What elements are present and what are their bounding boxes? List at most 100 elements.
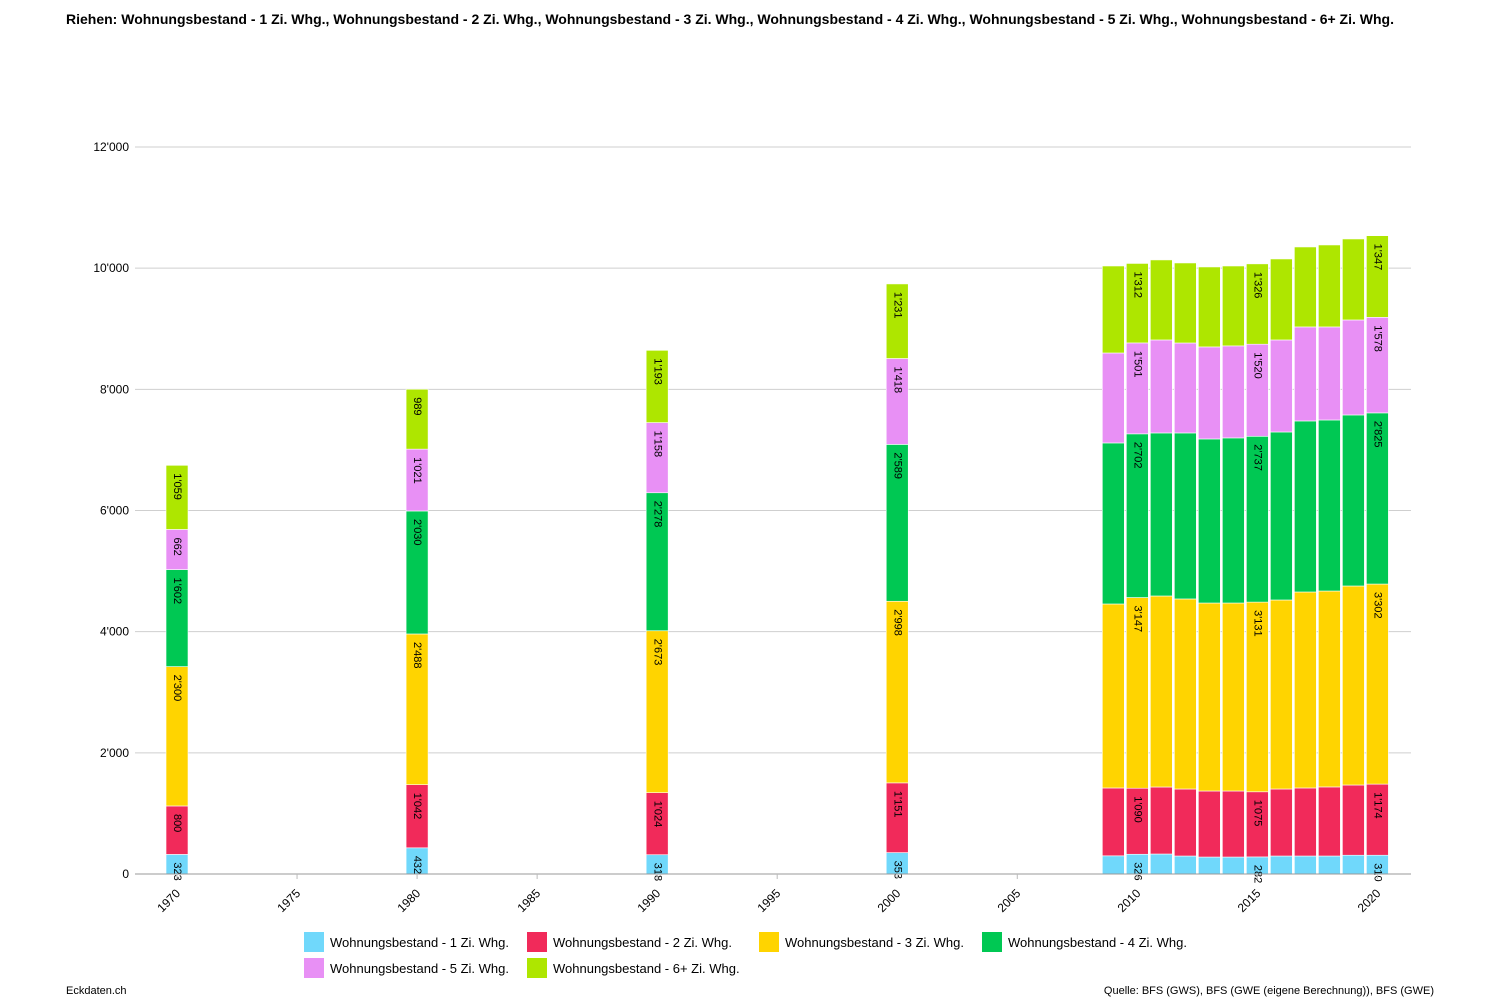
bar-segment	[1150, 595, 1173, 788]
bar-segment	[165, 465, 189, 530]
legend-label: Wohnungsbestand - 1 Zi. Whg.	[330, 934, 509, 950]
legend-item[interactable]: Wohnungsbestand - 5 Zi. Whg.	[304, 958, 509, 978]
bar-segment	[1174, 788, 1197, 857]
bar-segment	[1102, 352, 1125, 444]
bar-segment	[645, 350, 669, 423]
data-label: 1'059	[171, 473, 183, 500]
x-tick-label: 2020	[1355, 886, 1384, 915]
bar-segment	[1318, 855, 1341, 875]
bar-segment	[1270, 599, 1293, 790]
bar-segment	[1150, 259, 1173, 341]
data-label: 3'131	[1251, 610, 1263, 637]
y-tick-label: 6'000	[100, 504, 129, 518]
bar-segment	[1102, 855, 1125, 875]
bar-segment	[1294, 787, 1317, 857]
bar-segment	[1150, 786, 1173, 855]
data-label: 2'278	[651, 501, 663, 528]
bar-segment	[1222, 345, 1245, 439]
data-label: 1'578	[1371, 325, 1383, 352]
bar-segment	[1318, 244, 1341, 328]
data-label: 1'174	[1371, 792, 1383, 819]
bar-segment	[1150, 432, 1173, 597]
bar-segment	[1222, 602, 1245, 792]
x-tick-label: 1990	[635, 886, 664, 915]
legend-swatch	[759, 932, 779, 952]
bar-segment	[1222, 790, 1245, 858]
legend-item[interactable]: Wohnungsbestand - 6+ Zi. Whg.	[527, 958, 740, 978]
legend-label: Wohnungsbestand - 3 Zi. Whg.	[785, 934, 964, 950]
bar-segment	[1150, 853, 1173, 875]
data-label: 1'231	[891, 292, 903, 319]
data-label: 989	[411, 397, 423, 415]
data-label: 1'347	[1371, 244, 1383, 271]
data-label: 2'300	[171, 675, 183, 702]
bar-segment	[1270, 258, 1293, 341]
x-tick-label: 2005	[995, 886, 1024, 915]
data-label: 1'520	[1251, 352, 1263, 379]
y-tick-label: 4'000	[100, 625, 129, 639]
bar-segment	[1198, 856, 1221, 875]
data-label: 1'602	[171, 578, 183, 605]
bar-segment	[1174, 342, 1197, 434]
bar-segment	[1198, 266, 1221, 348]
bar-segment	[1270, 788, 1293, 857]
bar-segment	[1102, 603, 1125, 789]
bar-segment	[1342, 854, 1365, 875]
data-label: 1'501	[1131, 351, 1143, 378]
legend-swatch	[304, 958, 324, 978]
data-label: 1'075	[1251, 800, 1263, 827]
bar-segment	[1318, 590, 1341, 788]
bar-segment	[1342, 585, 1365, 786]
bar-segment	[1318, 786, 1341, 857]
data-label: 1'151	[891, 791, 903, 818]
bar-segment	[1174, 855, 1197, 875]
x-tick-label: 1985	[514, 886, 543, 915]
y-tick-label: 2'000	[100, 746, 129, 760]
data-label: 1'193	[651, 358, 663, 385]
legend-item[interactable]: Wohnungsbestand - 4 Zi. Whg.	[982, 932, 1187, 952]
legend-label: Wohnungsbestand - 4 Zi. Whg.	[1008, 934, 1187, 950]
bar-segment	[1342, 414, 1365, 587]
bar-segment	[1366, 235, 1389, 318]
y-tick-label: 12'000	[93, 140, 129, 154]
bar-segment	[1222, 265, 1245, 347]
legend-swatch	[527, 958, 547, 978]
bar-segment	[1174, 598, 1197, 790]
bar-segment	[1270, 855, 1293, 875]
data-label: 2'737	[1251, 444, 1263, 471]
x-tick-label: 1975	[274, 886, 303, 915]
bar-segment	[1126, 263, 1149, 344]
data-label: 2'702	[1131, 442, 1143, 469]
bar-segment	[1102, 787, 1125, 857]
y-tick-label: 10'000	[93, 261, 129, 275]
data-label: 2'998	[891, 609, 903, 636]
bar-segment	[1294, 326, 1317, 422]
bar-segment	[1270, 431, 1293, 601]
data-label: 1'312	[1131, 271, 1143, 298]
bar-segment	[1318, 326, 1341, 421]
bar-segment	[1318, 419, 1341, 592]
site-name: Eckdaten.ch	[66, 985, 127, 997]
data-label: 2'030	[411, 519, 423, 546]
x-tick-label: 2010	[1115, 886, 1144, 915]
data-label: 310	[1371, 863, 1383, 881]
bar-segment	[1174, 432, 1197, 600]
bar-segment	[885, 283, 909, 359]
data-label: 662	[171, 537, 183, 555]
legend-item[interactable]: Wohnungsbestand - 1 Zi. Whg.	[304, 932, 509, 952]
legend-item[interactable]: Wohnungsbestand - 2 Zi. Whg.	[527, 932, 732, 952]
bar-segment	[1102, 265, 1125, 354]
x-tick-label: 2015	[1235, 886, 1264, 915]
data-label: 1'326	[1251, 272, 1263, 299]
bar-segment	[1174, 262, 1197, 344]
legend-item[interactable]: Wohnungsbestand - 3 Zi. Whg.	[759, 932, 964, 952]
data-label: 800	[171, 814, 183, 832]
y-tick-label: 8'000	[100, 382, 129, 396]
data-label: 1'042	[411, 793, 423, 820]
bar-segment	[1150, 339, 1173, 434]
legend-swatch	[982, 932, 1002, 952]
data-label: 323	[171, 862, 183, 880]
bar-segment	[1342, 784, 1365, 856]
bar-segment	[1342, 238, 1365, 321]
